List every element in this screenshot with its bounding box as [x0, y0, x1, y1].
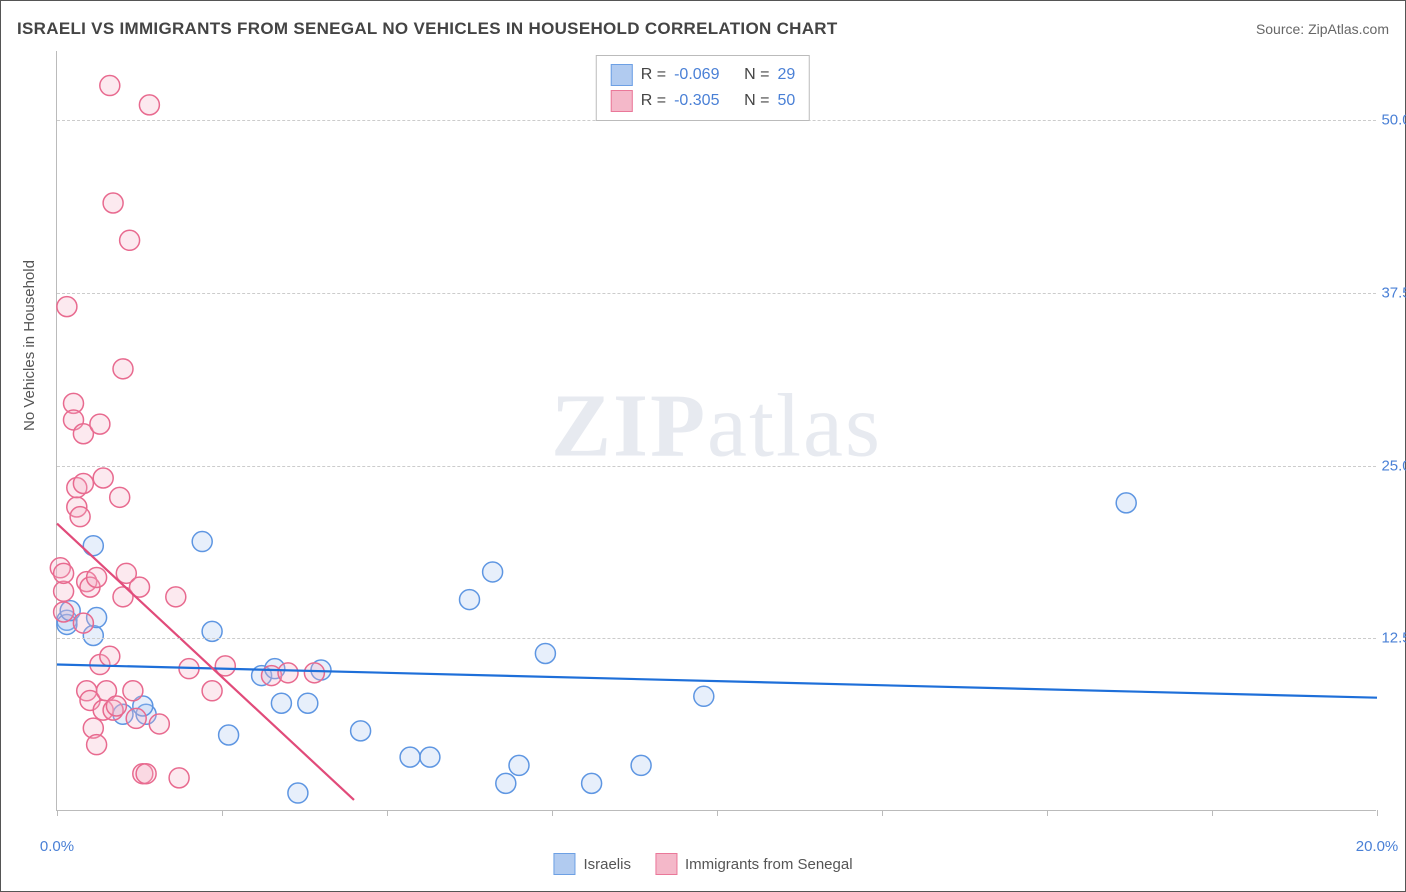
legend-n-label: N =: [744, 66, 769, 84]
x-tick-label: 20.0%: [1356, 838, 1399, 855]
data-point-senegal: [103, 193, 123, 213]
legend-r-label: R =: [641, 92, 666, 110]
data-point-israelis: [400, 747, 420, 767]
source-label: Source: ZipAtlas.com: [1256, 21, 1389, 37]
legend-swatch-israelis: [553, 853, 575, 875]
data-point-israelis: [192, 532, 212, 552]
legend-n-value-israelis: 29: [777, 66, 795, 84]
chart-title: ISRAELI VS IMMIGRANTS FROM SENEGAL NO VE…: [17, 19, 838, 39]
legend-item-senegal: Immigrants from Senegal: [655, 853, 853, 875]
data-point-israelis: [460, 590, 480, 610]
data-point-senegal: [54, 602, 74, 622]
data-point-senegal: [100, 646, 120, 666]
data-point-israelis: [83, 536, 103, 556]
x-tick: [1212, 810, 1213, 816]
x-tick: [222, 810, 223, 816]
data-point-senegal: [70, 507, 90, 527]
x-tick-label: 0.0%: [40, 838, 74, 855]
legend-swatch-senegal: [655, 853, 677, 875]
legend-label-senegal: Immigrants from Senegal: [685, 856, 853, 873]
gridline: [57, 638, 1376, 639]
data-point-israelis: [496, 773, 516, 793]
data-point-israelis: [582, 773, 602, 793]
legend-r-value-israelis: -0.069: [674, 66, 736, 84]
data-point-senegal: [202, 681, 222, 701]
data-point-israelis: [535, 643, 555, 663]
legend-corr-row-senegal: R = -0.305 N = 50: [611, 88, 795, 114]
y-tick-label: 25.0%: [1381, 457, 1406, 474]
title-bar: ISRAELI VS IMMIGRANTS FROM SENEGAL NO VE…: [17, 19, 1389, 39]
data-point-senegal: [120, 230, 140, 250]
y-tick-label: 12.5%: [1381, 630, 1406, 647]
legend-swatch-senegal: [611, 90, 633, 112]
data-point-israelis: [219, 725, 239, 745]
data-point-israelis: [694, 686, 714, 706]
data-point-israelis: [298, 693, 318, 713]
legend-n-value-senegal: 50: [777, 92, 795, 110]
x-tick: [1047, 810, 1048, 816]
data-point-senegal: [304, 663, 324, 683]
data-point-senegal: [149, 714, 169, 734]
data-point-senegal: [90, 414, 110, 434]
legend-correlation: R = -0.069 N = 29 R = -0.305 N = 50: [596, 55, 810, 121]
x-tick: [387, 810, 388, 816]
data-point-senegal: [126, 708, 146, 728]
data-point-senegal: [73, 613, 93, 633]
legend-swatch-israelis: [611, 64, 633, 86]
legend-series: Israelis Immigrants from Senegal: [553, 853, 852, 875]
data-point-israelis: [351, 721, 371, 741]
data-point-senegal: [100, 76, 120, 96]
data-point-israelis: [631, 755, 651, 775]
gridline: [57, 293, 1376, 294]
chart-container: ISRAELI VS IMMIGRANTS FROM SENEGAL NO VE…: [0, 0, 1406, 892]
x-tick: [552, 810, 553, 816]
plot-svg: [57, 51, 1376, 810]
x-tick: [882, 810, 883, 816]
data-point-israelis: [509, 755, 529, 775]
data-point-senegal: [123, 681, 143, 701]
data-point-senegal: [136, 764, 156, 784]
legend-corr-row-israelis: R = -0.069 N = 29: [611, 62, 795, 88]
data-point-senegal: [278, 663, 298, 683]
data-point-senegal: [73, 474, 93, 494]
data-point-senegal: [93, 468, 113, 488]
gridline: [57, 466, 1376, 467]
legend-n-label: N =: [744, 92, 769, 110]
x-tick: [57, 810, 58, 816]
data-point-israelis: [420, 747, 440, 767]
data-point-senegal: [87, 735, 107, 755]
plot-area: ZIPatlas 12.5%25.0%37.5%50.0%0.0%20.0%: [56, 51, 1376, 811]
legend-r-value-senegal: -0.305: [674, 92, 736, 110]
x-tick: [717, 810, 718, 816]
data-point-senegal: [169, 768, 189, 788]
data-point-israelis: [271, 693, 291, 713]
data-point-israelis: [1116, 493, 1136, 513]
data-point-senegal: [166, 587, 186, 607]
y-tick-label: 50.0%: [1381, 112, 1406, 129]
data-point-israelis: [483, 562, 503, 582]
data-point-senegal: [113, 359, 133, 379]
data-point-senegal: [54, 581, 74, 601]
data-point-israelis: [288, 783, 308, 803]
y-tick-label: 37.5%: [1381, 284, 1406, 301]
y-axis-label: No Vehicles in Household: [21, 260, 38, 431]
data-point-senegal: [87, 567, 107, 587]
data-point-senegal: [110, 487, 130, 507]
x-tick: [1377, 810, 1378, 816]
legend-item-israelis: Israelis: [553, 853, 631, 875]
legend-label-israelis: Israelis: [583, 856, 631, 873]
data-point-senegal: [54, 563, 74, 583]
legend-r-label: R =: [641, 66, 666, 84]
data-point-senegal: [106, 696, 126, 716]
data-point-senegal: [139, 95, 159, 115]
data-point-senegal: [57, 297, 77, 317]
